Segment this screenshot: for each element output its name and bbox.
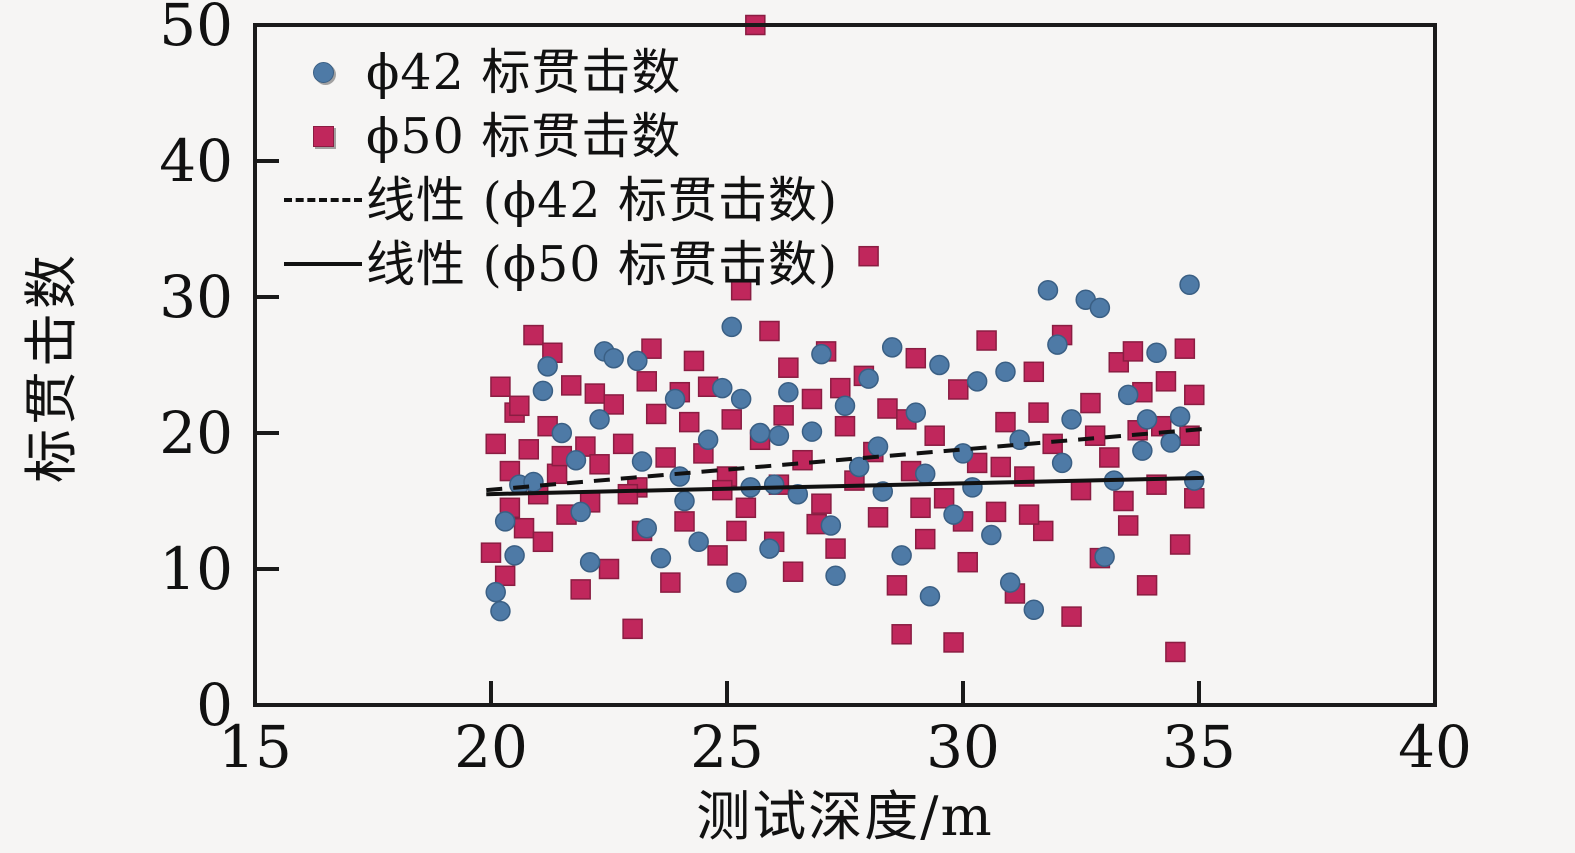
x-tick-label-25: 25	[690, 713, 764, 781]
phi50-square-marker-icon	[280, 125, 366, 147]
x-tick-label-30: 30	[926, 713, 1000, 781]
y-tick-label-30: 30	[159, 263, 233, 331]
x-tick-label-20: 20	[454, 713, 528, 781]
y-tick-label-10: 10	[159, 535, 233, 603]
x-tick-label-35: 35	[1162, 713, 1236, 781]
legend-label-phi50: ϕ50 标贯击数	[366, 107, 682, 165]
legend-item-linear-phi42: 线性 (ϕ42 标贯击数)	[280, 168, 838, 232]
y-tick-label-20: 20	[159, 399, 233, 467]
x-tick-label-15: 15	[218, 713, 292, 781]
x-tick-label-40: 40	[1398, 713, 1472, 781]
y-axis-title: 标贯击数	[20, 251, 83, 483]
legend-label-linear-phi42: 线性 (ϕ42 标贯击数)	[366, 171, 839, 229]
legend-item-phi50: ϕ50 标贯击数	[280, 104, 838, 168]
legend-label-phi42: ϕ42 标贯击数	[366, 43, 682, 101]
y-tick-label-50: 50	[159, 0, 233, 59]
legend: ϕ42 标贯击数 ϕ50 标贯击数 线性 (ϕ42 标贯击数) 线性 (ϕ50 …	[280, 40, 838, 296]
legend-item-linear-phi50: 线性 (ϕ50 标贯击数)	[280, 232, 838, 296]
dashed-line-icon	[280, 198, 366, 202]
legend-item-phi42: ϕ42 标贯击数	[280, 40, 838, 104]
x-axis-title: 测试深度/m	[696, 785, 994, 848]
phi42-circle-marker-icon	[280, 61, 366, 83]
y-tick-label-0: 0	[196, 671, 233, 739]
solid-line-icon	[280, 262, 366, 266]
y-tick-label-40: 40	[159, 127, 233, 195]
legend-label-linear-phi50: 线性 (ϕ50 标贯击数)	[366, 235, 839, 293]
